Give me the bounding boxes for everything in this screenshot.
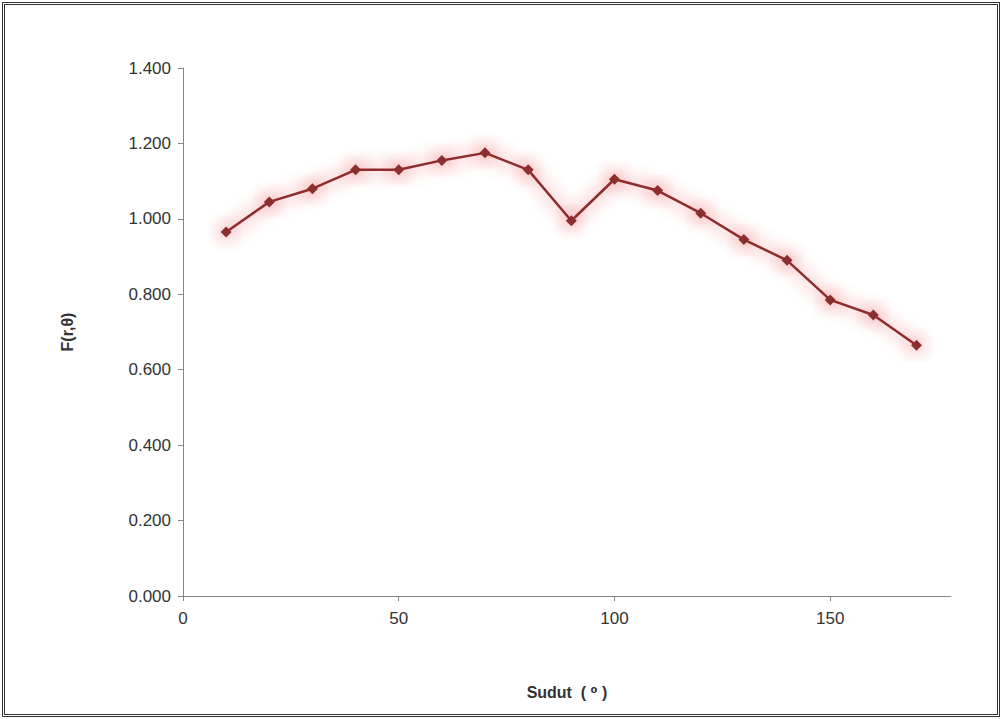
svg-text:1.000: 1.000 [128,209,171,228]
svg-text:150: 150 [816,609,844,628]
svg-text:0.400: 0.400 [128,436,171,455]
svg-text:F(r,θ): F(r,θ) [59,313,76,352]
svg-text:Sudut ( ⁰ ): Sudut ( ⁰ ) [527,684,608,701]
svg-text:100: 100 [600,609,628,628]
svg-text:0.000: 0.000 [128,587,171,606]
svg-text:0: 0 [178,609,187,628]
svg-text:50: 50 [389,609,408,628]
svg-text:1.200: 1.200 [128,134,171,153]
svg-text:0.800: 0.800 [128,285,171,304]
svg-text:0.600: 0.600 [128,360,171,379]
svg-text:1.400: 1.400 [128,59,171,78]
svg-text:0.200: 0.200 [128,511,171,530]
